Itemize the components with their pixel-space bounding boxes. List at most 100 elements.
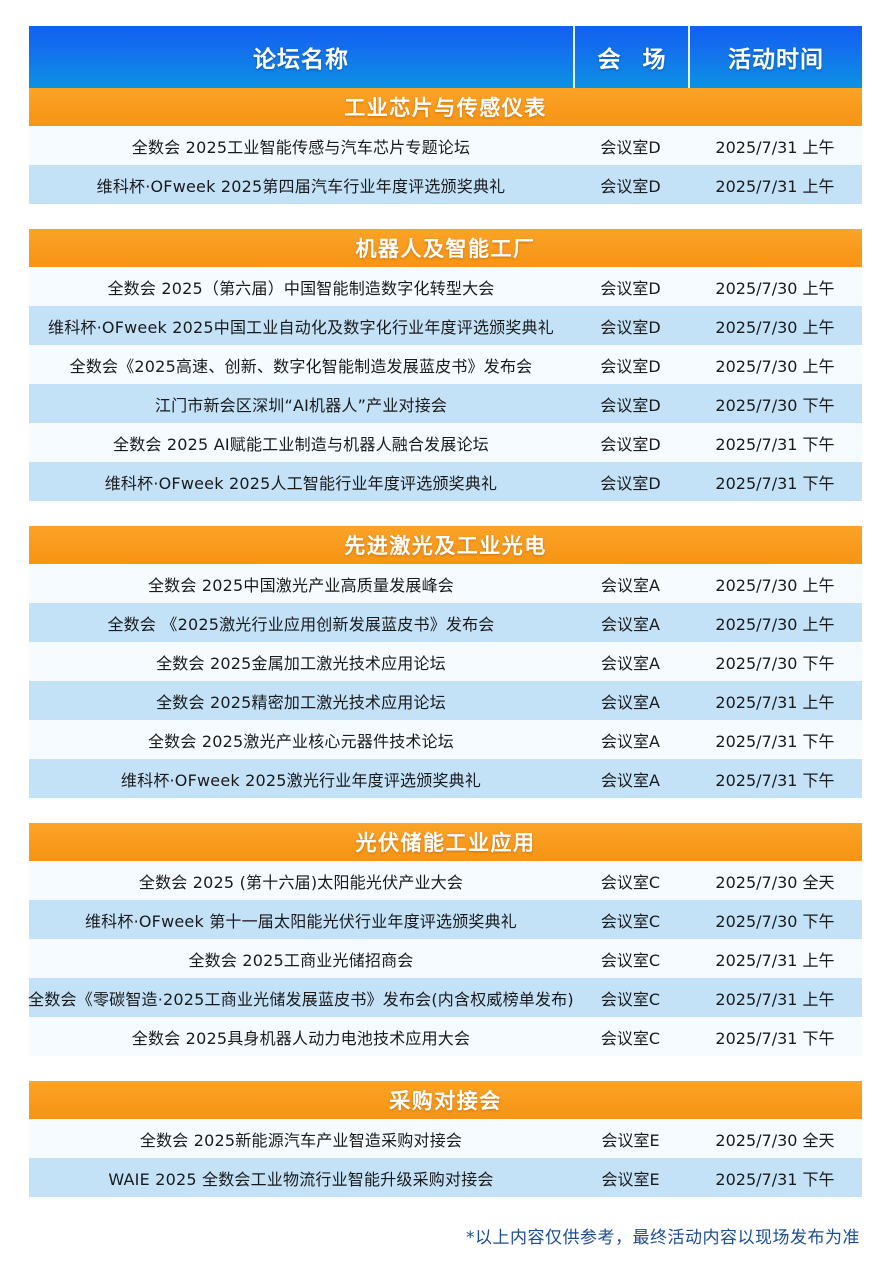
venue-cell: 会议室C bbox=[600, 950, 661, 970]
schedule-section: 采购对接会 全数会 2025新能源汽车产业智造采购对接会 会议室E 2025/7/30… bbox=[29, 1081, 862, 1197]
table-row[interactable]: 江门市新会区深圳“AI机器人”产业对接会 会议室D 2025/7/30 下午 bbox=[29, 384, 862, 423]
venue-cell: 会议室D bbox=[600, 137, 661, 157]
venue-cell: 会议室A bbox=[601, 653, 660, 673]
time-cell: 2025/7/31 下午 bbox=[715, 1169, 835, 1189]
forum-name-cell: WAIE 2025 全数会工业物流行业智能升级采购对接会 bbox=[108, 1169, 494, 1189]
forum-name-cell: 全数会 2025工商业光储招商会 bbox=[188, 950, 414, 970]
forum-name-cell: 江门市新会区深圳“AI机器人”产业对接会 bbox=[154, 395, 448, 415]
section-title-bar: 工业芯片与传感仪表 bbox=[29, 88, 862, 126]
time-cell: 2025/7/30 上午 bbox=[715, 614, 835, 634]
table-row[interactable]: 全数会 2025具身机器人动力电池技术应用大会 会议室C 2025/7/31 下午 bbox=[29, 1017, 862, 1056]
section-title-bar: 先进激光及工业光电 bbox=[29, 526, 862, 564]
time-cell: 2025/7/31 下午 bbox=[715, 473, 835, 493]
venue-cell: 会议室D bbox=[600, 395, 661, 415]
forum-name-cell: 全数会 《2025激光行业应用创新发展蓝皮书》发布会 bbox=[107, 614, 495, 634]
schedule-section: 工业芯片与传感仪表 全数会 2025工业智能传感与汽车芯片专题论坛 会议室D 2025… bbox=[29, 88, 862, 204]
forum-name-cell: 全数会 2025精密加工激光技术应用论坛 bbox=[156, 692, 446, 712]
schedule-section: 机器人及智能工厂 全数会 2025（第六届）中国智能制造数字化转型大会 会议室D 20… bbox=[29, 229, 862, 501]
schedule-section: 光伏储能工业应用 全数会 2025 (第十六届)太阳能光伏产业大会 会议室C 2025… bbox=[28, 823, 862, 1056]
time-cell: 2025/7/30 全天 bbox=[715, 872, 835, 892]
table-row[interactable]: WAIE 2025 全数会工业物流行业智能升级采购对接会 会议室E 2025/7/3… bbox=[29, 1158, 862, 1197]
table-row[interactable]: 维科杯·OFweek 2025人工智能行业年度评选颁奖典礼 会议室D 2025/7/… bbox=[29, 462, 862, 501]
table-row[interactable]: 全数会 2025工商业光储招商会 会议室C 2025/7/31 上午 bbox=[29, 939, 862, 978]
section-title-bar: 采购对接会 bbox=[29, 1081, 862, 1119]
time-cell: 2025/7/31 上午 bbox=[715, 989, 835, 1009]
forum-name-cell: 维科杯·OFweek 2025第四届汽车行业年度评选颁奖典礼 bbox=[96, 176, 506, 196]
time-cell: 2025/7/30 上午 bbox=[715, 356, 835, 376]
schedule-sections: 工业芯片与传感仪表 全数会 2025工业智能传感与汽车芯片专题论坛 会议室D 2025… bbox=[28, 88, 862, 1197]
forum-name-cell: 全数会 2025具身机器人动力电池技术应用大会 bbox=[131, 1028, 471, 1048]
column-header-time: 活动时间 bbox=[688, 26, 862, 88]
forum-name-cell: 全数会《2025高速、创新、数字化智能制造发展蓝皮书》发布会 bbox=[69, 356, 533, 376]
time-cell: 2025/7/31 下午 bbox=[715, 1028, 835, 1048]
table-row[interactable]: 全数会 《2025激光行业应用创新发展蓝皮书》发布会 会议室A 2025/7/30 … bbox=[29, 603, 862, 642]
time-cell: 2025/7/31 上午 bbox=[715, 176, 835, 196]
venue-cell: 会议室A bbox=[601, 770, 660, 790]
forum-name-cell: 全数会 2025（第六届）中国智能制造数字化转型大会 bbox=[107, 278, 495, 298]
venue-cell: 会议室D bbox=[600, 434, 661, 454]
forum-name-cell: 全数会 2025新能源汽车产业智造采购对接会 bbox=[139, 1130, 463, 1150]
venue-cell: 会议室A bbox=[601, 575, 660, 595]
table-row[interactable]: 维科杯·OFweek 2025第四届汽车行业年度评选颁奖典礼 会议室D 2025/7… bbox=[29, 165, 862, 204]
venue-cell: 会议室D bbox=[600, 356, 661, 376]
venue-cell: 会议室A bbox=[601, 692, 660, 712]
venue-cell: 会议室A bbox=[601, 614, 660, 634]
venue-cell: 会议室E bbox=[601, 1130, 660, 1150]
venue-cell: 会议室D bbox=[600, 317, 661, 337]
table-row[interactable]: 全数会 2025 AI赋能工业制造与机器人融合发展论坛 会议室D 2025/7/31… bbox=[29, 423, 862, 462]
forum-name-cell: 维科杯·OFweek 第十一届太阳能光伏行业年度评选颁奖典礼 bbox=[84, 911, 517, 931]
forum-name-cell: 全数会 2025 (第十六届)太阳能光伏产业大会 bbox=[138, 872, 464, 892]
table-row[interactable]: 全数会《2025高速、创新、数字化智能制造发展蓝皮书》发布会 会议室D 2025/7… bbox=[29, 345, 862, 384]
table-row[interactable]: 全数会 2025中国激光产业高质量发展峰会 会议室A 2025/7/30 上午 bbox=[29, 564, 862, 603]
time-cell: 2025/7/31 下午 bbox=[715, 434, 835, 454]
time-cell: 2025/7/30 下午 bbox=[715, 911, 835, 931]
table-row[interactable]: 全数会 2025 (第十六届)太阳能光伏产业大会 会议室C 2025/7/30 全天 bbox=[29, 861, 862, 900]
forum-name-cell: 全数会 2025工业智能传感与汽车芯片专题论坛 bbox=[131, 137, 471, 157]
time-cell: 2025/7/31 上午 bbox=[715, 137, 835, 157]
venue-cell: 会议室D bbox=[600, 176, 661, 196]
time-cell: 2025/7/31 下午 bbox=[715, 770, 835, 790]
forum-name-cell: 全数会 2025 AI赋能工业制造与机器人融合发展论坛 bbox=[113, 434, 489, 454]
time-cell: 2025/7/31 下午 bbox=[715, 731, 835, 751]
forum-name-cell: 全数会 2025中国激光产业高质量发展峰会 bbox=[147, 575, 454, 595]
column-header-forum-name: 论坛名称 bbox=[253, 47, 349, 73]
time-cell: 2025/7/30 下午 bbox=[715, 653, 835, 673]
forum-name-cell: 全数会《零碳智造·2025工商业光储发展蓝皮书》发布会(内含权威榜单发布) bbox=[28, 989, 574, 1009]
venue-cell: 会议室C bbox=[600, 911, 661, 931]
table-header-row: 论坛名称 会 场 活动时间 bbox=[29, 26, 862, 88]
time-cell: 2025/7/30 上午 bbox=[715, 317, 835, 337]
time-cell: 2025/7/31 上午 bbox=[715, 950, 835, 970]
table-row[interactable]: 维科杯·OFweek 第十一届太阳能光伏行业年度评选颁奖典礼 会议室C 2025/7… bbox=[29, 900, 862, 939]
venue-cell: 会议室D bbox=[600, 278, 661, 298]
forum-name-cell: 全数会 2025激光产业核心元器件技术论坛 bbox=[147, 731, 454, 751]
table-row[interactable]: 维科杯·OFweek 2025中国工业自动化及数字化行业年度评选颁奖典礼 会议室D… bbox=[29, 306, 862, 345]
footnote-disclaimer: *以上内容仅供参考，最终活动内容以现场发布为准 bbox=[466, 1228, 860, 1248]
forum-name-cell: 全数会 2025金属加工激光技术应用论坛 bbox=[156, 653, 446, 673]
table-row[interactable]: 全数会 2025精密加工激光技术应用论坛 会议室A 2025/7/31 上午 bbox=[29, 681, 862, 720]
table-row[interactable]: 全数会 2025工业智能传感与汽车芯片专题论坛 会议室D 2025/7/31 上午 bbox=[29, 126, 862, 165]
venue-cell: 会议室C bbox=[600, 1028, 661, 1048]
table-row[interactable]: 全数会 2025激光产业核心元器件技术论坛 会议室A 2025/7/31 下午 bbox=[29, 720, 862, 759]
schedule-section: 先进激光及工业光电 全数会 2025中国激光产业高质量发展峰会 会议室A 2025/7… bbox=[29, 526, 862, 798]
table-row[interactable]: 全数会 2025新能源汽车产业智造采购对接会 会议室E 2025/7/30 全天 bbox=[29, 1119, 862, 1158]
section-title-bar: 机器人及智能工厂 bbox=[29, 229, 862, 267]
table-row[interactable]: 维科杯·OFweek 2025激光行业年度评选颁奖典礼 会议室A 2025/7/31… bbox=[29, 759, 862, 798]
time-cell: 2025/7/30 下午 bbox=[715, 395, 835, 415]
venue-cell: 会议室C bbox=[600, 872, 661, 892]
venue-cell: 会议室C bbox=[600, 989, 661, 1009]
time-cell: 2025/7/31 上午 bbox=[715, 692, 835, 712]
forum-name-cell: 维科杯·OFweek 2025激光行业年度评选颁奖典礼 bbox=[120, 770, 482, 790]
time-cell: 2025/7/30 上午 bbox=[715, 575, 835, 595]
venue-cell: 会议室A bbox=[601, 731, 660, 751]
venue-cell: 会议室E bbox=[601, 1169, 660, 1189]
forum-name-cell: 维科杯·OFweek 2025中国工业自动化及数字化行业年度评选颁奖典礼 bbox=[48, 317, 554, 337]
forum-name-cell: 维科杯·OFweek 2025人工智能行业年度评选颁奖典礼 bbox=[104, 473, 498, 493]
column-header-venue: 会 场 bbox=[573, 26, 688, 88]
venue-cell: 会议室D bbox=[600, 473, 661, 493]
time-cell: 2025/7/30 上午 bbox=[715, 278, 835, 298]
table-row[interactable]: 全数会 2025（第六届）中国智能制造数字化转型大会 会议室D 2025/7/30 … bbox=[29, 267, 862, 306]
table-row[interactable]: 全数会 2025金属加工激光技术应用论坛 会议室A 2025/7/30 下午 bbox=[29, 642, 862, 681]
table-row[interactable]: 全数会《零碳智造·2025工商业光储发展蓝皮书》发布会(内含权威榜单发布) 会议室… bbox=[28, 978, 862, 1017]
time-cell: 2025/7/30 全天 bbox=[715, 1130, 835, 1150]
